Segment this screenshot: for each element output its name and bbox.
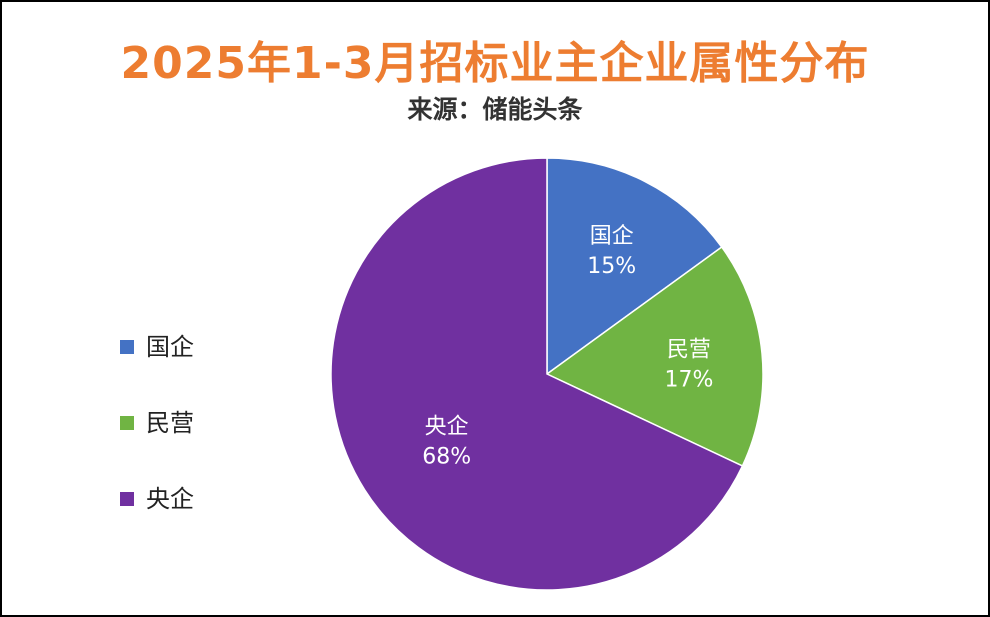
pie-slice-yangqi: [330, 157, 744, 591]
legend-label-yangqi: 央企: [146, 485, 194, 513]
legend-label-guoqi: 国企: [146, 333, 194, 361]
slice-label-name-minying: 民营: [667, 338, 711, 363]
legend-item-yangqi: 央企: [120, 484, 240, 514]
legend-label-minying: 民营: [146, 409, 194, 437]
legend-item-guoqi: 国企: [120, 332, 240, 362]
pie-slice-minying: [545, 245, 764, 467]
legend-swatch-guoqi: [120, 340, 134, 354]
slice-label-name-yangqi: 央企: [425, 415, 469, 440]
chart-subtitle: 来源：储能头条: [407, 95, 583, 124]
legend-item-minying: 民营: [120, 408, 240, 438]
pie-slice-guoqi: [546, 157, 723, 376]
slice-label-value-yangqi: 68%: [422, 445, 471, 470]
slice-label-name-guoqi: 国企: [590, 224, 634, 249]
slice-label-value-guoqi: 15%: [587, 254, 636, 279]
slice-label-value-minying: 17%: [664, 368, 713, 393]
chart-title: 2025年1-3月招标业主企业属性分布: [120, 38, 870, 89]
legend-swatch-minying: [120, 416, 134, 430]
legend-swatch-yangqi: [120, 492, 134, 506]
